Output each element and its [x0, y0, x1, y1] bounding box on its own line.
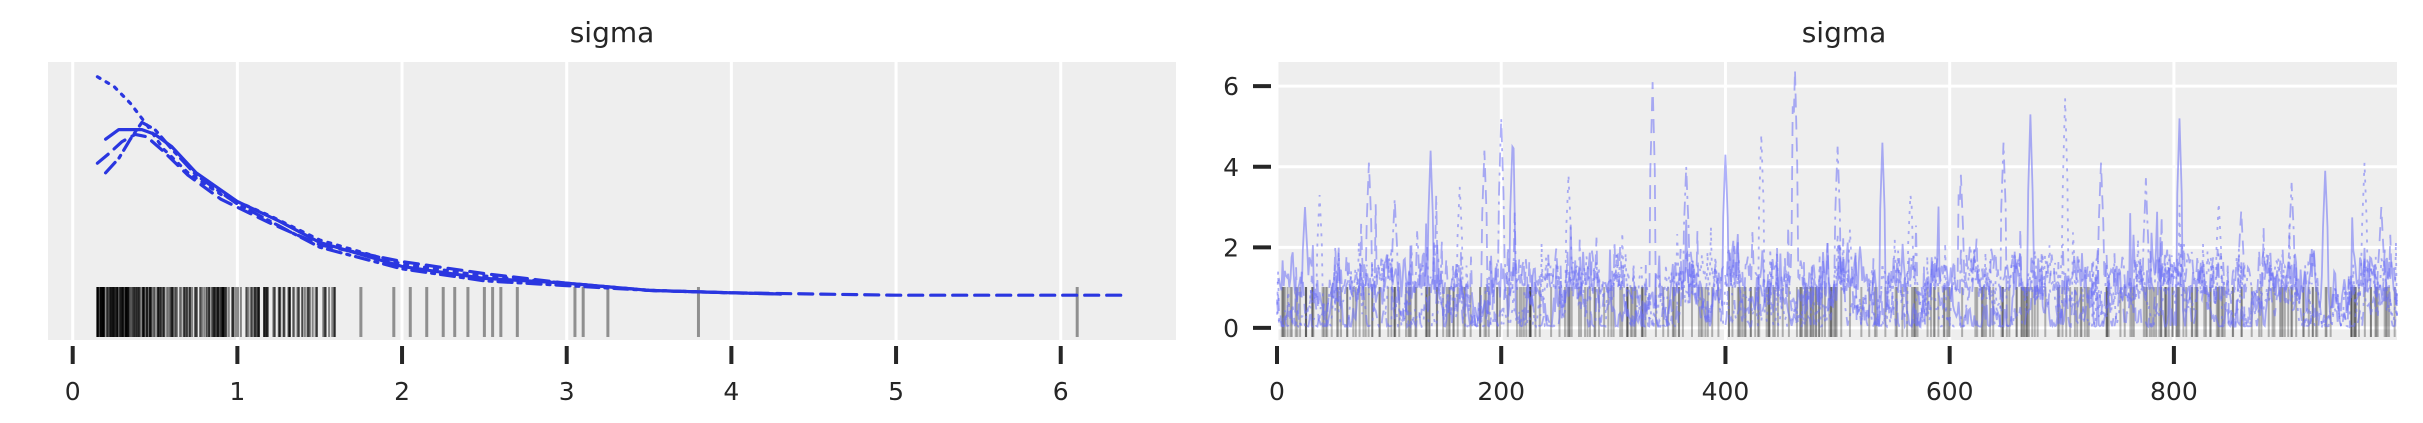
kde-tick-label: 0	[65, 377, 81, 406]
trace-chain-dashed	[1276, 70, 2398, 330]
trace-chain-solid	[1276, 114, 2398, 329]
trace-ytick-label: 2	[1223, 233, 1239, 262]
kde-tick-label: 6	[1053, 377, 1069, 406]
trace-title: sigma	[1802, 16, 1887, 49]
trace-xtick-label: 0	[1269, 377, 1285, 406]
trace-chain-dashdot	[1276, 118, 2398, 330]
kde-tick-label: 1	[229, 377, 245, 406]
kde-panel: 0 1 2 3 4 5 6 sigma	[48, 16, 1176, 406]
trace-ytick-label: 6	[1223, 72, 1239, 101]
kde-line-dashdot	[104, 120, 783, 296]
kde-lines	[95, 75, 1129, 297]
kde-line-dotted	[95, 75, 733, 295]
kde-tick-label: 2	[394, 377, 410, 406]
trace-gridlines	[1275, 62, 2397, 340]
kde-rug	[96, 287, 1079, 337]
trace-ytick-label: 0	[1223, 314, 1239, 343]
kde-line-dashed	[95, 132, 1129, 297]
kde-tick-label: 3	[559, 377, 575, 406]
trace-xtick-label: 200	[1477, 377, 1525, 406]
trace-y-ticks: 0 2 4 6	[1223, 72, 1271, 343]
trace-xtick-label: 800	[2150, 377, 2198, 406]
trace-x-ticks: 0 200 400 600 800	[1269, 346, 2198, 406]
kde-title: sigma	[570, 16, 655, 49]
trace-ytick-label: 4	[1223, 153, 1239, 182]
trace-xtick-label: 600	[1926, 377, 1974, 406]
kde-tick-label: 4	[723, 377, 739, 406]
kde-x-ticks: 0 1 2 3 4 5 6	[65, 346, 1069, 406]
trace-xtick-label: 400	[1702, 377, 1750, 406]
trace-panel: 0 200 400 600 800 0 2 4 6 sigma	[1223, 16, 2398, 406]
kde-tick-label: 5	[888, 377, 904, 406]
trace-lines	[1276, 70, 2398, 331]
